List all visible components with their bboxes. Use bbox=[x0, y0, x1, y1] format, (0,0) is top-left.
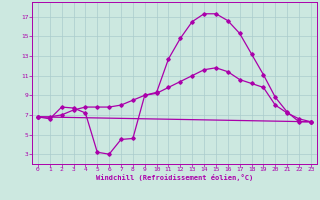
X-axis label: Windchill (Refroidissement éolien,°C): Windchill (Refroidissement éolien,°C) bbox=[96, 174, 253, 181]
